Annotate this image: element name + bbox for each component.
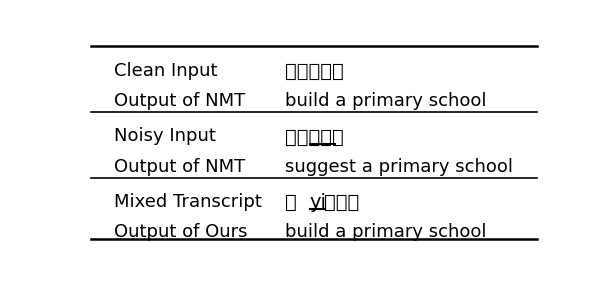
Text: 建: 建 xyxy=(285,193,297,212)
Text: Output of NMT: Output of NMT xyxy=(114,158,245,176)
Text: 建一所小学: 建一所小学 xyxy=(285,61,344,81)
Text: suggest a primary school: suggest a primary school xyxy=(285,158,513,176)
Text: yi: yi xyxy=(310,193,327,212)
Text: 建议所小学: 建议所小学 xyxy=(285,128,344,146)
Text: Output of Ours: Output of Ours xyxy=(114,224,248,242)
Text: Mixed Transcript: Mixed Transcript xyxy=(114,193,263,211)
Text: Clean Input: Clean Input xyxy=(114,61,218,79)
Text: build a primary school: build a primary school xyxy=(285,224,487,242)
Text: Noisy Input: Noisy Input xyxy=(114,128,216,146)
Text: build a primary school: build a primary school xyxy=(285,92,487,110)
Text: Output of NMT: Output of NMT xyxy=(114,92,245,110)
Text: 所小学: 所小学 xyxy=(324,193,359,212)
